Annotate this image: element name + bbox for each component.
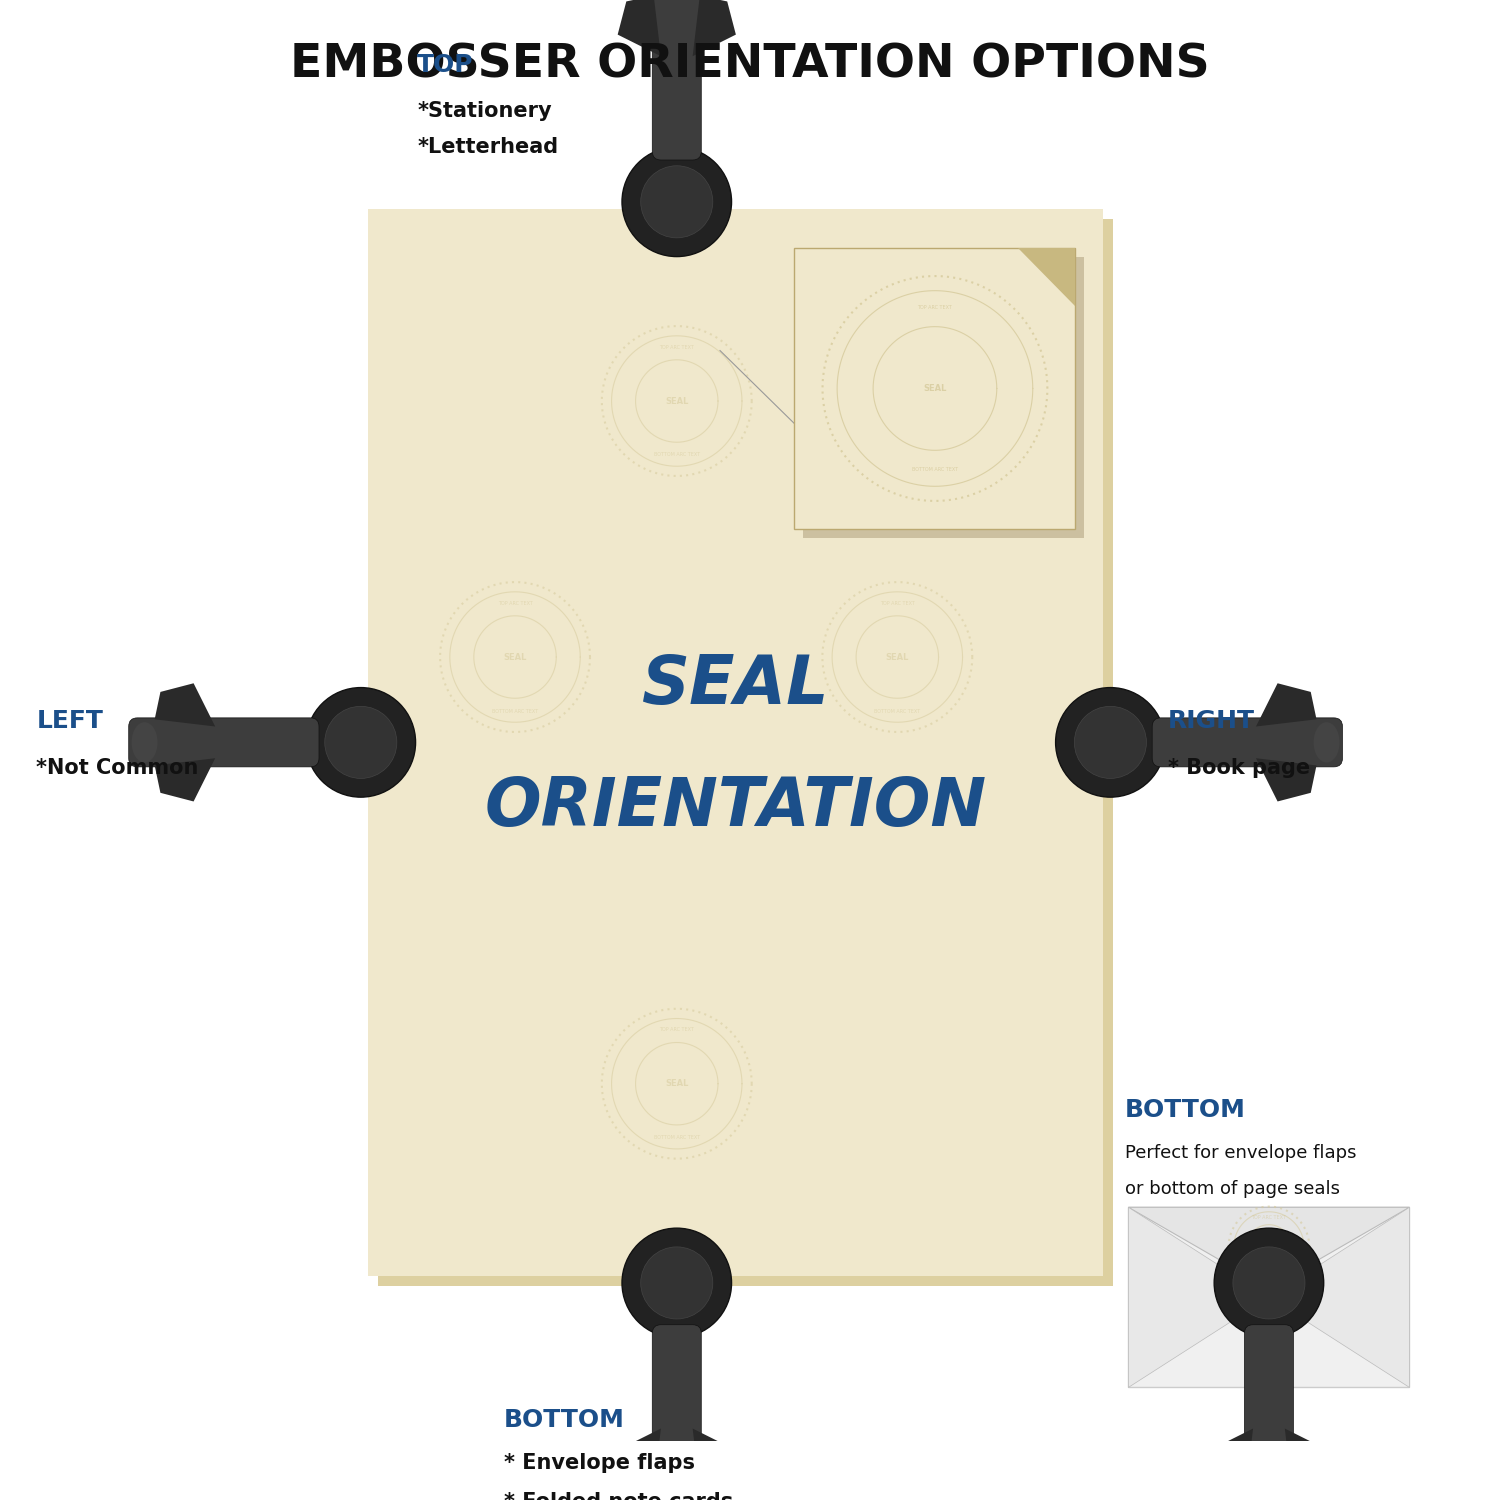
Text: SEAL: SEAL bbox=[642, 651, 830, 717]
Ellipse shape bbox=[1250, 1486, 1288, 1500]
Circle shape bbox=[640, 1246, 712, 1318]
Text: EMBOSSER ORIENTATION OPTIONS: EMBOSSER ORIENTATION OPTIONS bbox=[290, 42, 1210, 87]
Text: SEAL: SEAL bbox=[1257, 1242, 1281, 1251]
Text: TOP: TOP bbox=[417, 53, 474, 76]
FancyBboxPatch shape bbox=[1152, 718, 1342, 766]
Ellipse shape bbox=[1314, 722, 1340, 762]
Text: LEFT: LEFT bbox=[36, 708, 104, 732]
Text: ORIENTATION: ORIENTATION bbox=[484, 774, 987, 840]
Text: TOP ARC TEXT: TOP ARC TEXT bbox=[880, 600, 915, 606]
Polygon shape bbox=[1256, 684, 1317, 726]
Text: BOTTOM ARC TEXT: BOTTOM ARC TEXT bbox=[492, 708, 538, 714]
Circle shape bbox=[622, 147, 732, 256]
Text: *Letterhead: *Letterhead bbox=[417, 136, 558, 158]
Text: SEAL: SEAL bbox=[664, 396, 688, 405]
Polygon shape bbox=[154, 758, 214, 801]
FancyBboxPatch shape bbox=[129, 718, 320, 766]
Circle shape bbox=[622, 1228, 732, 1338]
Text: TOP ARC TEXT: TOP ARC TEXT bbox=[918, 304, 952, 310]
Polygon shape bbox=[693, 1428, 736, 1490]
Text: TOP ARC TEXT: TOP ARC TEXT bbox=[660, 1028, 694, 1032]
Circle shape bbox=[640, 166, 712, 238]
Polygon shape bbox=[1128, 1208, 1269, 1388]
Circle shape bbox=[1214, 1228, 1323, 1338]
Text: BOTTOM: BOTTOM bbox=[1125, 1098, 1245, 1122]
Polygon shape bbox=[1128, 1208, 1410, 1288]
Ellipse shape bbox=[657, 1486, 698, 1500]
Text: *Stationery: *Stationery bbox=[417, 100, 552, 122]
Text: SEAL: SEAL bbox=[924, 384, 946, 393]
Polygon shape bbox=[1210, 1428, 1252, 1490]
Text: BOTTOM ARC TEXT: BOTTOM ARC TEXT bbox=[912, 466, 958, 472]
FancyBboxPatch shape bbox=[368, 209, 1102, 1275]
Circle shape bbox=[1074, 706, 1146, 778]
Text: * Envelope flaps: * Envelope flaps bbox=[504, 1454, 694, 1473]
FancyBboxPatch shape bbox=[795, 248, 1076, 530]
Text: * Book page: * Book page bbox=[1168, 759, 1310, 778]
Polygon shape bbox=[618, 1428, 662, 1490]
FancyBboxPatch shape bbox=[1245, 1324, 1293, 1500]
Text: BOTTOM ARC TEXT: BOTTOM ARC TEXT bbox=[654, 453, 700, 458]
Text: RIGHT: RIGHT bbox=[1168, 708, 1256, 732]
Polygon shape bbox=[1256, 758, 1317, 801]
Text: TOP ARC TEXT: TOP ARC TEXT bbox=[660, 345, 694, 350]
Polygon shape bbox=[1019, 248, 1076, 306]
Polygon shape bbox=[618, 0, 662, 56]
Ellipse shape bbox=[132, 722, 158, 762]
Circle shape bbox=[1056, 687, 1166, 796]
Text: BOTTOM: BOTTOM bbox=[504, 1408, 624, 1432]
Circle shape bbox=[1233, 1246, 1305, 1318]
Text: TOP ARC TEXT: TOP ARC TEXT bbox=[498, 600, 532, 606]
FancyBboxPatch shape bbox=[1128, 1208, 1410, 1388]
Polygon shape bbox=[1286, 1428, 1328, 1490]
Text: *Not Common: *Not Common bbox=[36, 759, 200, 778]
Polygon shape bbox=[154, 684, 214, 726]
Text: TOP ARC TEXT: TOP ARC TEXT bbox=[1251, 1215, 1287, 1221]
Circle shape bbox=[306, 687, 416, 796]
FancyBboxPatch shape bbox=[652, 1324, 702, 1500]
Circle shape bbox=[326, 706, 398, 778]
FancyBboxPatch shape bbox=[378, 219, 1113, 1286]
FancyBboxPatch shape bbox=[652, 0, 702, 160]
Polygon shape bbox=[1269, 1208, 1410, 1388]
Text: * Folded note cards: * Folded note cards bbox=[504, 1492, 734, 1500]
Text: BOTTOM ARC TEXT: BOTTOM ARC TEXT bbox=[874, 708, 921, 714]
Text: SEAL: SEAL bbox=[504, 652, 526, 662]
Text: Perfect for envelope flaps: Perfect for envelope flaps bbox=[1125, 1144, 1356, 1162]
Polygon shape bbox=[693, 0, 736, 56]
Text: BOTTOM ARC TEXT: BOTTOM ARC TEXT bbox=[1246, 1274, 1292, 1278]
Text: BOTTOM ARC TEXT: BOTTOM ARC TEXT bbox=[654, 1136, 700, 1140]
Text: or bottom of page seals: or bottom of page seals bbox=[1125, 1180, 1340, 1198]
FancyBboxPatch shape bbox=[802, 256, 1084, 537]
Text: SEAL: SEAL bbox=[664, 1078, 688, 1088]
Text: SEAL: SEAL bbox=[885, 652, 909, 662]
